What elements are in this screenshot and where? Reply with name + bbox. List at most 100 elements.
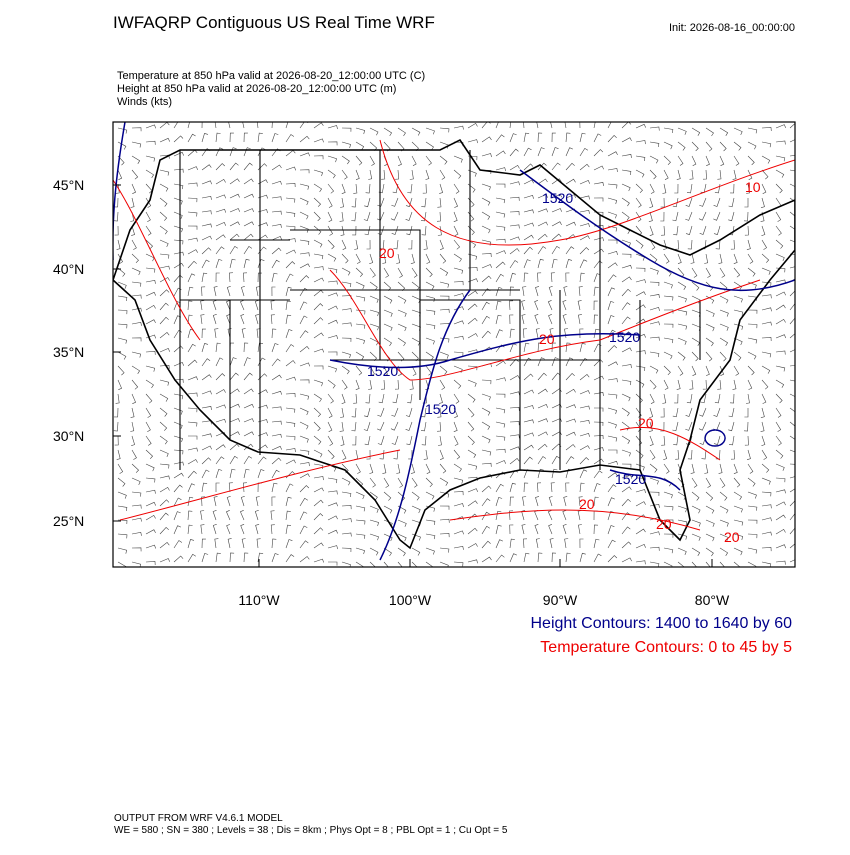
wind-barb <box>579 552 586 563</box>
wind-barb <box>700 393 707 404</box>
wind-barb <box>481 407 491 416</box>
wind-barb <box>775 560 786 565</box>
wind-barb <box>705 547 714 557</box>
wind-barb <box>117 337 128 344</box>
wind-barb <box>229 132 234 143</box>
wind-barb <box>407 393 413 404</box>
wind-barb <box>677 295 687 303</box>
wind-barb <box>663 491 673 499</box>
wind-barb <box>453 211 458 222</box>
wind-barb <box>621 264 632 269</box>
wind-barb <box>789 266 795 269</box>
wind-barb <box>145 279 156 284</box>
wind-barb <box>761 127 772 132</box>
wind-barb <box>228 482 233 493</box>
wind-barb <box>453 335 464 340</box>
temperature-contour <box>113 139 795 531</box>
wind-barb <box>201 343 209 353</box>
wind-barb <box>649 546 660 551</box>
wind-barb <box>145 211 151 222</box>
wind-barb <box>607 555 618 563</box>
wind-barb <box>327 529 338 535</box>
wind-barb <box>145 124 156 129</box>
wind-barb <box>256 538 261 549</box>
wind-barb <box>621 393 631 402</box>
wind-barb <box>271 286 276 297</box>
wind-barb <box>775 393 783 404</box>
wind-barb <box>243 147 251 157</box>
wind-barb <box>215 163 226 171</box>
wind-barb <box>550 482 555 493</box>
wind-barb <box>593 447 604 452</box>
wind-barb <box>299 525 308 535</box>
wind-barb <box>747 267 756 277</box>
wind-barb <box>551 178 562 185</box>
wind-barb <box>565 552 571 563</box>
wind-barb <box>145 393 153 404</box>
legend-temperature: Temperature Contours: 0 to 45 by 5 <box>540 639 792 656</box>
wind-barb <box>379 239 385 250</box>
wind-barb <box>509 421 520 426</box>
wind-barb <box>621 435 631 444</box>
wind-barb <box>704 463 709 474</box>
wind-barb <box>733 519 744 526</box>
wind-barb <box>271 223 282 228</box>
lat-label: 30°N <box>53 428 84 444</box>
wind-barb <box>699 225 707 235</box>
wind-barb <box>271 433 282 438</box>
wind-barb <box>775 124 786 129</box>
wind-barb <box>313 303 324 311</box>
wind-barb <box>663 253 670 264</box>
wind-barb <box>691 547 701 556</box>
wind-barb <box>299 379 310 384</box>
wind-barb <box>537 233 548 241</box>
wind-barb <box>635 155 646 162</box>
wind-barb <box>593 524 599 535</box>
wind-barb <box>537 357 545 367</box>
wind-barb <box>509 482 516 493</box>
wind-barb <box>397 155 402 166</box>
contour-label: 1520 <box>615 471 646 487</box>
wind-barb <box>453 125 464 130</box>
wind-barb <box>201 133 209 143</box>
wind-barb <box>621 331 632 339</box>
wind-barb <box>299 315 308 325</box>
wind-barb <box>649 561 660 567</box>
wind-barb <box>691 141 699 152</box>
wind-barb <box>523 432 534 437</box>
wind-barb <box>341 379 348 390</box>
wind-barb <box>523 132 530 143</box>
wind-barb <box>719 561 725 567</box>
wind-barb <box>562 314 567 325</box>
wind-barb <box>369 463 374 474</box>
wind-barb <box>453 306 464 311</box>
wind-barb <box>714 393 721 404</box>
wind-barb <box>173 168 184 173</box>
wind-barb <box>565 404 576 409</box>
wind-barb <box>705 141 713 152</box>
wind-barb <box>677 463 682 474</box>
wind-barb <box>159 393 169 402</box>
wind-barb <box>411 155 417 166</box>
wind-barb <box>270 300 275 311</box>
wind-barb <box>271 196 282 201</box>
wind-barb <box>131 225 135 236</box>
wind-barb <box>691 365 697 376</box>
wind-barb <box>229 245 238 255</box>
wind-barb <box>747 477 756 487</box>
wind-barb <box>215 552 221 563</box>
wind-barb <box>187 496 194 507</box>
height-contour <box>113 122 795 561</box>
wind-barb <box>437 421 442 432</box>
wind-barb <box>732 169 737 180</box>
wind-barb <box>607 134 617 143</box>
wind-barb <box>187 553 196 563</box>
wind-barb <box>159 302 169 311</box>
wind-barb <box>733 309 744 316</box>
wind-barb <box>579 405 590 410</box>
wind-barb <box>406 435 413 446</box>
wind-barb <box>313 266 324 271</box>
wind-barb <box>607 122 612 129</box>
wind-barb <box>635 560 646 565</box>
wind-barb <box>691 281 700 291</box>
